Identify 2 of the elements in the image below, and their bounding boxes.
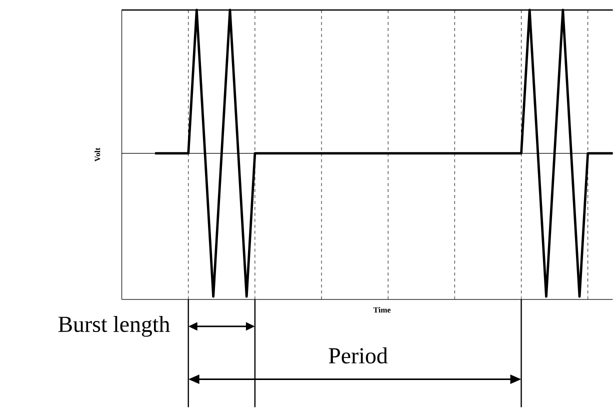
text: Burst length xyxy=(58,316,170,337)
text: Period xyxy=(328,347,388,364)
